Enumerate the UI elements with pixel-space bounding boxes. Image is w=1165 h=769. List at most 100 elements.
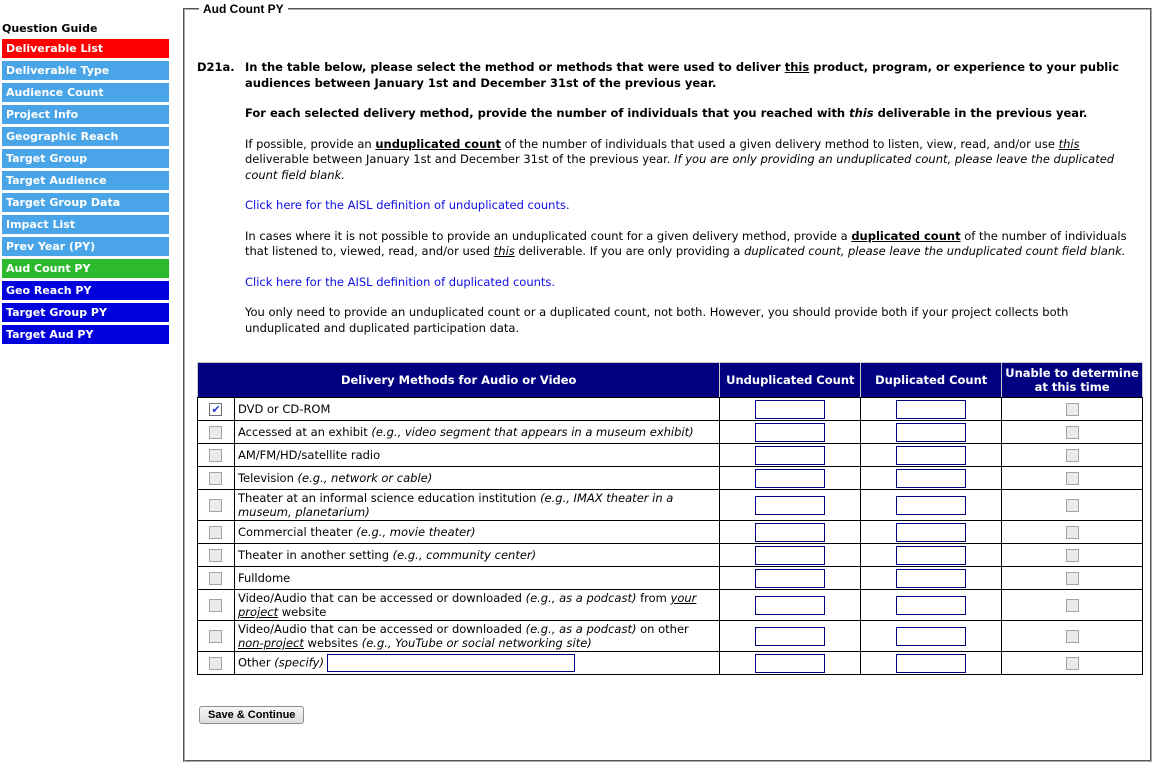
delivery-method-label: Television (e.g., network or cable) bbox=[233, 466, 721, 490]
unduplicated-count-input[interactable] bbox=[755, 568, 826, 588]
unduplicated-count-input[interactable] bbox=[755, 545, 826, 565]
text-segment: (specify) bbox=[274, 655, 324, 670]
text-segment: this bbox=[1058, 136, 1080, 151]
sidebar-item-audience-count[interactable]: Audience Count bbox=[2, 83, 169, 102]
sidebar-item-prev-year-py[interactable]: Prev Year (PY) bbox=[2, 237, 169, 256]
unduplicated-count-input[interactable] bbox=[755, 422, 826, 442]
duplicated-count-input[interactable] bbox=[896, 545, 967, 565]
unable-to-determine-checkbox[interactable] bbox=[1065, 499, 1079, 512]
sidebar-item-target-aud-py[interactable]: Target Aud PY bbox=[2, 325, 169, 344]
unduplicated-count-input[interactable] bbox=[755, 653, 826, 673]
delivery-method-checkbox[interactable] bbox=[209, 630, 223, 643]
method-checkbox-cell bbox=[197, 543, 235, 567]
text-segment: from bbox=[636, 591, 671, 605]
delivery-method-checkbox[interactable] bbox=[209, 526, 223, 539]
unable-to-determine-checkbox[interactable] bbox=[1065, 426, 1079, 439]
question-paragraph: For each selected delivery method, provi… bbox=[245, 106, 1132, 122]
text-segment: website bbox=[278, 605, 327, 619]
sidebar-item-target-group-py[interactable]: Target Group PY bbox=[2, 303, 169, 322]
duplicated-count-input[interactable] bbox=[896, 568, 967, 588]
text-segment: of the number of individuals that listen… bbox=[245, 228, 1127, 259]
unable-to-determine-checkbox[interactable] bbox=[1065, 526, 1079, 539]
unduplicated-count-input[interactable] bbox=[755, 626, 826, 646]
question-paragraphs: In the table below, please select the me… bbox=[245, 60, 1132, 351]
unduplicated-count-input[interactable] bbox=[755, 522, 826, 542]
sidebar-item-geographic-reach[interactable]: Geographic Reach bbox=[2, 127, 169, 146]
save-continue-button[interactable]: Save & Continue bbox=[199, 706, 305, 724]
sidebar-item-geo-reach-py[interactable]: Geo Reach PY bbox=[2, 281, 169, 300]
unduplicated-count-input-cell bbox=[719, 489, 862, 521]
unable-to-determine-checkbox[interactable] bbox=[1065, 572, 1079, 585]
duplicated-count-input[interactable] bbox=[896, 422, 967, 442]
text-segment: Video/Audio that can be accessed or down… bbox=[237, 591, 526, 605]
delivery-method-checkbox[interactable] bbox=[209, 549, 223, 562]
text-segment: DVD or CD-ROM bbox=[237, 402, 331, 416]
duplicated-count-input[interactable] bbox=[896, 522, 967, 542]
text-segment: of the number of individuals that used a… bbox=[500, 136, 1059, 151]
duplicated-count-input-cell bbox=[860, 566, 1003, 590]
sidebar-item-deliverable-list[interactable]: Deliverable List bbox=[2, 39, 169, 58]
header-unable-to-determine: Unable to determine at this time bbox=[1001, 362, 1143, 398]
unable-to-determine-cell bbox=[1001, 589, 1143, 621]
definition-link[interactable]: Click here for the AISL definition of du… bbox=[245, 275, 1132, 291]
definition-link[interactable]: Click here for the AISL definition of un… bbox=[245, 198, 1132, 214]
unable-to-determine-checkbox[interactable] bbox=[1065, 657, 1079, 670]
unduplicated-count-input[interactable] bbox=[755, 445, 826, 465]
unable-to-determine-checkbox[interactable] bbox=[1065, 472, 1079, 485]
duplicated-count-input[interactable] bbox=[896, 653, 967, 673]
table-header-row: Delivery Methods for Audio or Video Undu… bbox=[196, 362, 1143, 398]
delivery-method-checkbox[interactable] bbox=[209, 449, 223, 462]
delivery-method-checkbox[interactable] bbox=[209, 499, 223, 512]
text-segment: In cases where it is not possible to pro… bbox=[245, 228, 852, 243]
text-segment: Television bbox=[237, 471, 298, 485]
unable-to-determine-cell bbox=[1001, 520, 1143, 544]
method-checkbox-cell bbox=[197, 520, 235, 544]
table-row: ✔ DVD or CD-ROM bbox=[197, 397, 1143, 421]
unable-to-determine-checkbox[interactable] bbox=[1065, 549, 1079, 562]
unable-to-determine-checkbox[interactable] bbox=[1065, 403, 1079, 416]
method-checkbox-cell: ✔ bbox=[197, 397, 235, 421]
duplicated-count-input[interactable] bbox=[896, 468, 967, 488]
delivery-method-checkbox[interactable] bbox=[209, 572, 223, 585]
text-segment: (e.g., IMAX theater in a museum, planeta… bbox=[237, 491, 674, 519]
other-specify-input[interactable] bbox=[326, 654, 575, 672]
unduplicated-count-input[interactable] bbox=[755, 495, 826, 515]
unduplicated-count-input[interactable] bbox=[755, 468, 826, 488]
delivery-method-checkbox[interactable] bbox=[209, 426, 223, 439]
sidebar-items: Deliverable List Deliverable Type Audience… bbox=[2, 39, 169, 344]
text-segment: Other bbox=[237, 655, 275, 670]
unduplicated-count-input[interactable] bbox=[755, 399, 826, 419]
sidebar-item-project-info[interactable]: Project Info bbox=[2, 105, 169, 124]
unable-to-determine-checkbox[interactable] bbox=[1065, 599, 1079, 612]
sidebar-item-impact-list[interactable]: Impact List bbox=[2, 215, 169, 234]
sidebar-item-deliverable-type[interactable]: Deliverable Type bbox=[2, 61, 169, 80]
text-segment: (e.g., video segment that appears in a m… bbox=[371, 425, 694, 439]
delivery-methods-tbody: ✔ DVD or CD-ROM Accessed at an exhibit (e.… bbox=[197, 397, 1143, 675]
sidebar-item-target-audience[interactable]: Target Audience bbox=[2, 171, 169, 190]
duplicated-count-input[interactable] bbox=[896, 626, 967, 646]
text-segment: Fulldome bbox=[237, 571, 291, 585]
delivery-method-checkbox[interactable] bbox=[209, 599, 223, 612]
text-segment: deliverable. If you are only providing a bbox=[514, 244, 745, 258]
duplicated-count-input[interactable] bbox=[896, 495, 967, 515]
text-segment: duplicated count bbox=[851, 228, 961, 243]
table-row: Video/Audio that can be accessed or down… bbox=[197, 620, 1143, 652]
text-segment: (e.g., community center) bbox=[392, 548, 537, 562]
unable-to-determine-checkbox[interactable] bbox=[1065, 449, 1079, 462]
unduplicated-count-input[interactable] bbox=[755, 595, 826, 615]
delivery-method-checkbox[interactable] bbox=[209, 472, 223, 485]
table-row: Theater in another setting (e.g., commun… bbox=[197, 543, 1143, 567]
delivery-method-checkbox[interactable]: ✔ bbox=[209, 403, 223, 416]
unable-to-determine-cell bbox=[1001, 466, 1143, 490]
sidebar-item-target-group-data[interactable]: Target Group Data bbox=[2, 193, 169, 212]
duplicated-count-input-cell bbox=[860, 443, 1003, 467]
unable-to-determine-checkbox[interactable] bbox=[1065, 630, 1079, 643]
text-segment: Commercial theater bbox=[237, 525, 357, 539]
sidebar-item-target-group[interactable]: Target Group bbox=[2, 149, 169, 168]
sidebar-item-aud-count-py[interactable]: Aud Count PY bbox=[2, 259, 169, 278]
delivery-method-checkbox[interactable] bbox=[209, 657, 223, 670]
duplicated-count-input[interactable] bbox=[896, 399, 967, 419]
unable-to-determine-cell bbox=[1001, 620, 1143, 652]
duplicated-count-input[interactable] bbox=[896, 445, 967, 465]
duplicated-count-input[interactable] bbox=[896, 595, 967, 615]
